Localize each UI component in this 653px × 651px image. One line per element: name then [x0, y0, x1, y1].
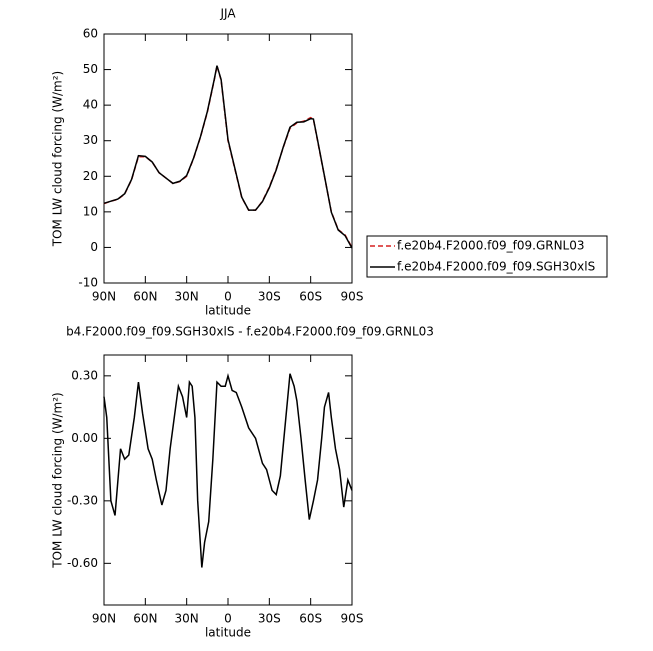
- y-tick-label: 40: [83, 98, 98, 112]
- x-tick-label: 30S: [258, 290, 281, 304]
- y-tick-label: 10: [83, 204, 98, 218]
- y-tick-label: -0.30: [67, 493, 98, 507]
- y-tick-label: 0: [90, 240, 98, 254]
- chart-title: b4.F2000.f09_f09.SGH30xlS - f.e20b4.F200…: [66, 325, 434, 339]
- y-tick-label: 60: [83, 27, 98, 41]
- x-axis-label: latitude: [205, 626, 251, 640]
- chart-title: JJA: [219, 7, 236, 21]
- x-tick-label: 90N: [92, 612, 116, 626]
- plot-frame: [103, 33, 353, 284]
- legend-label: f.e20b4.F2000.f09_f09.GRNL03: [397, 239, 585, 253]
- x-tick-label: 60N: [133, 290, 157, 304]
- x-tick-label: 60S: [299, 612, 322, 626]
- x-tick-label: 60S: [299, 290, 322, 304]
- x-tick-label: 30N: [175, 612, 199, 626]
- y-tick-label: 30: [83, 133, 98, 147]
- x-tick-label: 90S: [341, 612, 364, 626]
- plot-frame: [103, 354, 353, 606]
- y-axis-label: TOM LW cloud forcing (W/m²): [51, 392, 65, 569]
- y-tick-label: 20: [83, 169, 98, 183]
- data-line: [103, 65, 353, 248]
- y-tick-label: 0.00: [71, 431, 98, 445]
- y-tick-label: 0.30: [71, 368, 98, 382]
- x-tick-label: 0: [224, 290, 232, 304]
- y-tick-label: -0.60: [67, 556, 98, 570]
- x-tick-label: 90S: [341, 290, 364, 304]
- legend-label: f.e20b4.F2000.f09_f09.SGH30xlS: [397, 260, 595, 274]
- x-tick-label: 0: [224, 612, 232, 626]
- legend-box: [366, 235, 608, 278]
- x-axis-label: latitude: [205, 304, 251, 318]
- x-tick-label: 30S: [258, 612, 281, 626]
- x-tick-label: 90N: [92, 290, 116, 304]
- y-tick-label: 50: [83, 62, 98, 76]
- y-tick-label: -10: [78, 276, 98, 290]
- x-tick-label: 30N: [175, 290, 199, 304]
- data-line: [103, 372, 353, 568]
- x-tick-label: 60N: [133, 612, 157, 626]
- y-axis-label: TOM LW cloud forcing (W/m²): [51, 71, 65, 248]
- data-line: [103, 65, 353, 249]
